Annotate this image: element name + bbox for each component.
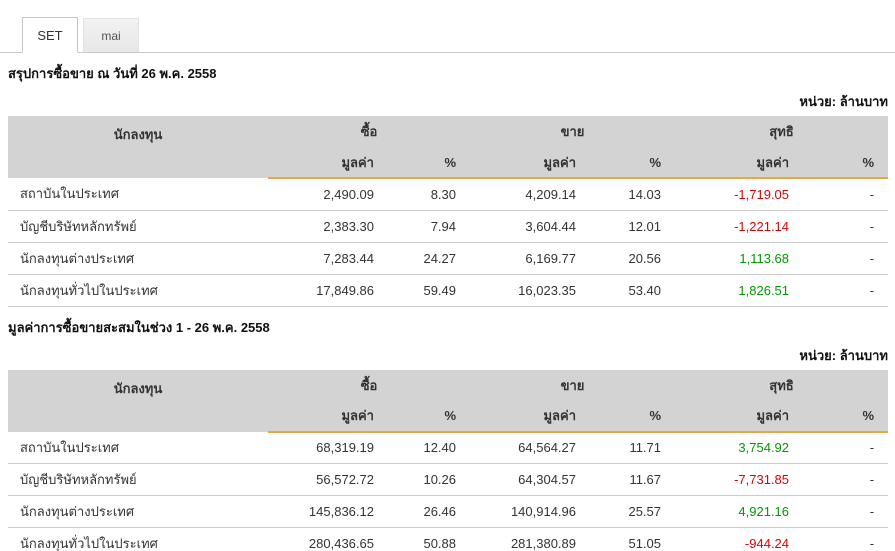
- sell-percent-cell: 20.56: [590, 242, 676, 275]
- buy-percent-cell: 8.30: [388, 178, 471, 211]
- buy-percent-cell: 26.46: [388, 495, 471, 528]
- col-header-sell: ขาย: [470, 116, 676, 147]
- col-header-sell: ขาย: [470, 369, 676, 401]
- sell-percent-cell: 51.05: [590, 527, 676, 551]
- investor-name: บัญชีบริษัทหลักทรัพย์: [8, 463, 268, 496]
- investor-table: นักลงทุน ซื้อ ขาย สุทธิ มูลค่า % มูลค่า …: [8, 116, 889, 307]
- net-value-cell: 1,826.51: [675, 274, 804, 307]
- col-header-buy-value: มูลค่า: [268, 400, 388, 433]
- buy-value-cell: 145,836.12: [268, 495, 388, 528]
- investor-name: นักลงทุนต่างประเทศ: [8, 495, 268, 528]
- sell-value-cell: 4,209.14: [470, 178, 591, 211]
- col-header-net-percent: %: [803, 147, 889, 179]
- tab-bar: SET mai: [0, 0, 895, 53]
- col-header-sell-percent: %: [590, 147, 676, 179]
- col-header-buy: ซื้อ: [268, 369, 471, 401]
- table-row: นักลงทุนทั่วไปในประเทศ 17,849.86 59.49 16,0…: [8, 274, 889, 307]
- investor-name: นักลงทุนต่างประเทศ: [8, 242, 268, 275]
- tab-set[interactable]: SET: [22, 17, 78, 53]
- sell-value-cell: 6,169.77: [470, 242, 591, 275]
- investor-name: สถาบันในประเทศ: [8, 178, 268, 211]
- trading-summary-section: สรุปการซื้อขาย ณ วันที่ 26 พ.ค. 2558 หน่…: [0, 63, 895, 307]
- net-percent-cell: -: [803, 242, 889, 275]
- buy-value-cell: 56,572.72: [268, 463, 388, 496]
- sell-percent-cell: 12.01: [590, 210, 676, 243]
- col-header-sell-percent: %: [590, 400, 676, 433]
- col-header-buy-value: มูลค่า: [268, 147, 388, 179]
- sell-value-cell: 64,564.27: [470, 431, 591, 464]
- col-header-buy-percent: %: [388, 400, 471, 433]
- section-title: มูลค่าการซื้อขายสะสมในช่วง 1 - 26 พ.ค. 2…: [8, 319, 270, 335]
- sell-value-cell: 64,304.57: [470, 463, 591, 496]
- sell-percent-cell: 14.03: [590, 178, 676, 211]
- sell-value-cell: 16,023.35: [470, 274, 591, 307]
- investor-table: นักลงทุน ซื้อ ขาย สุทธิ มูลค่า % มูลค่า …: [8, 369, 889, 551]
- table-row: บัญชีบริษัทหลักทรัพย์ 56,572.72 10.26 64,30…: [8, 463, 889, 496]
- net-value-cell: -944.24: [675, 527, 804, 551]
- buy-percent-cell: 50.88: [388, 527, 471, 551]
- investor-name: นักลงทุนทั่วไปในประเทศ: [8, 527, 268, 551]
- investor-name: บัญชีบริษัทหลักทรัพย์: [8, 210, 268, 243]
- col-header-buy-percent: %: [388, 147, 471, 179]
- net-value-cell: 3,754.92: [675, 431, 804, 464]
- unit-label: หน่วย: ล้านบาท: [799, 347, 888, 363]
- tab-mai[interactable]: mai: [83, 18, 139, 52]
- table-row: นักลงทุนต่างประเทศ 145,836.12 26.46 140,914…: [8, 495, 889, 528]
- sell-percent-cell: 25.57: [590, 495, 676, 528]
- buy-percent-cell: 10.26: [388, 463, 471, 496]
- col-header-buy: ซื้อ: [268, 116, 471, 147]
- net-value-cell: -1,221.14: [675, 210, 804, 243]
- unit-label: หน่วย: ล้านบาท: [799, 94, 888, 109]
- sell-value-cell: 3,604.44: [470, 210, 591, 243]
- net-percent-cell: -: [803, 178, 889, 211]
- col-header-sell-value: มูลค่า: [470, 147, 591, 179]
- buy-value-cell: 17,849.86: [268, 274, 388, 307]
- buy-percent-cell: 7.94: [388, 210, 471, 243]
- table-row: สถาบันในประเทศ 68,319.19 12.40 64,564.27 11.…: [8, 431, 889, 464]
- col-header-net-percent: %: [803, 400, 889, 433]
- net-value-cell: 4,921.16: [675, 495, 804, 528]
- sell-percent-cell: 53.40: [590, 274, 676, 307]
- sell-percent-cell: 11.71: [590, 431, 676, 464]
- col-header-investor: นักลงทุน: [8, 369, 268, 432]
- net-percent-cell: -: [803, 210, 889, 243]
- net-percent-cell: -: [803, 495, 889, 528]
- buy-value-cell: 2,383.30: [268, 210, 388, 243]
- table-row: นักลงทุนต่างประเทศ 7,283.44 24.27 6,169.77 2…: [8, 242, 889, 275]
- net-percent-cell: -: [803, 431, 889, 464]
- buy-percent-cell: 24.27: [388, 242, 471, 275]
- col-header-sell-value: มูลค่า: [470, 400, 591, 433]
- sell-value-cell: 281,380.89: [470, 527, 591, 551]
- table-row: สถาบันในประเทศ 2,490.09 8.30 4,209.14 14.03-…: [8, 178, 889, 211]
- buy-percent-cell: 59.49: [388, 274, 471, 307]
- net-percent-cell: -: [803, 527, 889, 551]
- col-header-net-value: มูลค่า: [675, 147, 804, 179]
- net-value-cell: -7,731.85: [675, 463, 804, 496]
- trading-summary-section: มูลค่าการซื้อขายสะสมในช่วง 1 - 26 พ.ค. 2…: [0, 317, 895, 551]
- section-title: สรุปการซื้อขาย ณ วันที่ 26 พ.ค. 2558: [8, 66, 217, 81]
- table-body: สถาบันในประเทศ 68,319.19 12.40 64,564.27 11.…: [8, 431, 889, 551]
- net-percent-cell: -: [803, 463, 889, 496]
- buy-value-cell: 2,490.09: [268, 178, 388, 211]
- col-header-net: สุทธิ: [675, 369, 889, 401]
- sell-value-cell: 140,914.96: [470, 495, 591, 528]
- table-row: นักลงทุนทั่วไปในประเทศ 280,436.65 50.88 281…: [8, 527, 889, 551]
- buy-value-cell: 68,319.19: [268, 431, 388, 464]
- net-percent-cell: -: [803, 274, 889, 307]
- sell-percent-cell: 11.67: [590, 463, 676, 496]
- buy-value-cell: 280,436.65: [268, 527, 388, 551]
- col-header-net-value: มูลค่า: [675, 400, 804, 433]
- col-header-net: สุทธิ: [675, 116, 889, 147]
- table-body: สถาบันในประเทศ 2,490.09 8.30 4,209.14 14.03-…: [8, 178, 889, 307]
- buy-percent-cell: 12.40: [388, 431, 471, 464]
- sections: สรุปการซื้อขาย ณ วันที่ 26 พ.ค. 2558 หน่…: [0, 63, 895, 551]
- net-value-cell: -1,719.05: [675, 178, 804, 211]
- investor-name: สถาบันในประเทศ: [8, 431, 268, 464]
- investor-name: นักลงทุนทั่วไปในประเทศ: [8, 274, 268, 307]
- buy-value-cell: 7,283.44: [268, 242, 388, 275]
- col-header-investor: นักลงทุน: [8, 116, 268, 178]
- net-value-cell: 1,113.68: [675, 242, 804, 275]
- table-row: บัญชีบริษัทหลักทรัพย์ 2,383.30 7.94 3,604.4…: [8, 210, 889, 243]
